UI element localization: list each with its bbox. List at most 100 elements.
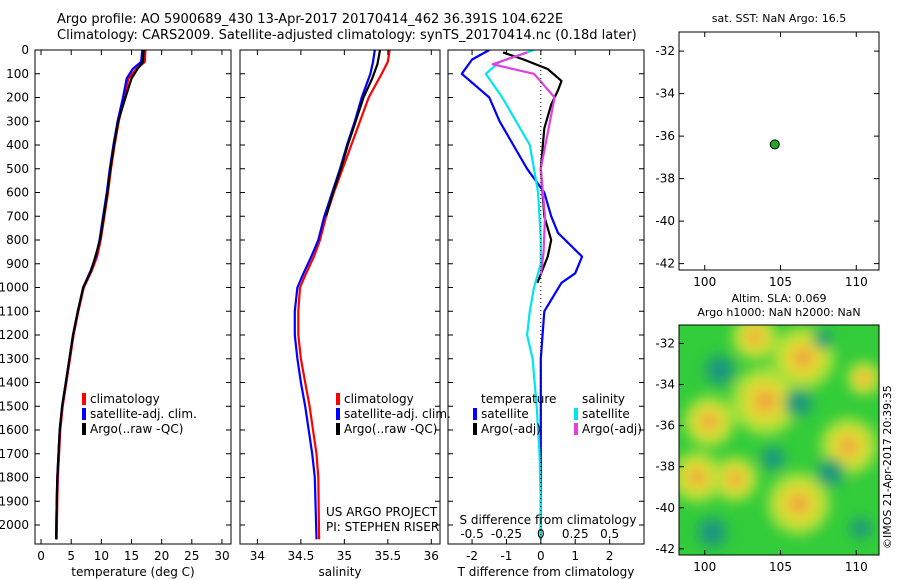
salinity-series-satellite-adj-clim- bbox=[293, 50, 376, 540]
sst-xtick-label: 110 bbox=[845, 275, 868, 289]
project-credit: US ARGO PROJECT bbox=[326, 505, 438, 519]
depth-tick-label: 1300 bbox=[0, 352, 29, 366]
difference-xtick-label: -1 bbox=[500, 549, 512, 563]
sst-ytick-label: -36 bbox=[655, 129, 675, 143]
difference-series-temperature-argo-adj- bbox=[502, 51, 563, 284]
depth-tick-label: 1100 bbox=[0, 304, 29, 318]
sla-warm-core bbox=[701, 414, 717, 430]
difference-legend-label: Argo(-adj) bbox=[582, 422, 642, 436]
salinity-xlabel: salinity bbox=[318, 565, 361, 579]
difference-xtick-label: -2 bbox=[466, 549, 478, 563]
salinity-legend-label: satellite-adj. clim. bbox=[344, 407, 451, 421]
sla-warm-core bbox=[789, 494, 808, 513]
sla-cool-core bbox=[818, 334, 828, 344]
temperature-series-climatology bbox=[55, 50, 147, 540]
sla-xtick-label: 100 bbox=[693, 560, 716, 574]
depth-tick-label: 1400 bbox=[0, 376, 29, 390]
sla-warm-core bbox=[689, 469, 705, 485]
sst-ytick-label: -42 bbox=[655, 257, 675, 271]
difference-series-temperature-satellite bbox=[460, 50, 584, 540]
sst-xtick-label: 105 bbox=[769, 275, 792, 289]
salinity-legend-swatch bbox=[336, 423, 340, 435]
temperature-xtick-label: 25 bbox=[184, 549, 199, 563]
sla-ytick-label: -38 bbox=[655, 460, 675, 474]
sla-ytick-label: -42 bbox=[655, 542, 675, 556]
salinity-xtick-label: 35 bbox=[337, 549, 352, 563]
difference-legend-swatch bbox=[473, 408, 477, 420]
depth-tick-label: 1200 bbox=[0, 328, 29, 342]
salinity-legend-label: climatology bbox=[344, 392, 414, 406]
sla-warm-core bbox=[840, 437, 858, 455]
depth-tick-label: 1900 bbox=[0, 494, 29, 508]
depth-tick-label: 700 bbox=[6, 209, 29, 223]
difference-legend-heading: temperature bbox=[481, 392, 556, 406]
depth-tick-label: 600 bbox=[6, 186, 29, 200]
sla-cool-core bbox=[823, 466, 838, 480]
depth-tick-label: 1600 bbox=[0, 423, 29, 437]
difference-series-salinity-argo-adj- bbox=[491, 51, 556, 276]
sla-cool-core bbox=[791, 396, 806, 410]
depth-tick-label: 1800 bbox=[0, 471, 29, 485]
difference-xtick-label: 1 bbox=[571, 549, 579, 563]
difference-legend-heading: salinity bbox=[582, 392, 625, 406]
difference-xtick-label: 2 bbox=[606, 549, 614, 563]
temperature-xtick-label: 5 bbox=[67, 549, 75, 563]
sla-ytick-label: -32 bbox=[655, 336, 675, 350]
temperature-plot-area bbox=[55, 50, 147, 540]
sla-xtick-label: 110 bbox=[845, 560, 868, 574]
s-diff-tick-label: -0.5 bbox=[460, 527, 483, 541]
depth-tick-label: 300 bbox=[6, 114, 29, 128]
temperature-xtick-label: 20 bbox=[154, 549, 169, 563]
sst-ytick-label: -34 bbox=[655, 87, 675, 101]
temperature-xtick-label: 15 bbox=[124, 549, 139, 563]
temperature-legend-swatch bbox=[82, 423, 86, 435]
s-diff-tick-label: 0 bbox=[537, 527, 545, 541]
depth-tick-label: 1700 bbox=[0, 447, 29, 461]
s-diff-tick-label: 0.25 bbox=[562, 527, 589, 541]
sla-warm-core bbox=[748, 330, 762, 344]
difference-plot-area bbox=[460, 50, 584, 540]
sla-ytick-label: -34 bbox=[655, 378, 675, 392]
difference-legend-label: satellite bbox=[582, 407, 630, 421]
sla-cool-core bbox=[704, 524, 720, 540]
sla-warm-core bbox=[728, 472, 742, 486]
location-sst-frame bbox=[678, 31, 880, 271]
sla-warm-core bbox=[755, 390, 776, 411]
salinity-series-climatology bbox=[297, 50, 391, 540]
depth-tick-label: 1500 bbox=[0, 399, 29, 413]
difference-legend-label: satellite bbox=[481, 407, 529, 421]
temperature-xlabel: temperature (deg C) bbox=[71, 565, 194, 579]
salinity-series-argo-raw-qc- bbox=[325, 50, 382, 217]
depth-tick-label: 500 bbox=[6, 162, 29, 176]
depth-tick-label: 900 bbox=[6, 257, 29, 271]
difference-series-salinity-satellite bbox=[484, 50, 542, 540]
sla-warm-core bbox=[858, 373, 869, 384]
sst-ytick-label: -38 bbox=[655, 172, 675, 186]
pi-credit: PI: STEPHEN RISER bbox=[326, 520, 439, 534]
sst-xtick-label: 100 bbox=[693, 275, 716, 289]
temperature-legend-label: climatology bbox=[90, 392, 160, 406]
temperature-frame bbox=[34, 49, 232, 545]
sla-cool-core bbox=[712, 362, 728, 378]
depth-tick-label: 2000 bbox=[0, 518, 29, 532]
salinity-legend-swatch bbox=[336, 393, 340, 405]
profile-title: Argo profile: AO 5900689_430 13-Apr-2017… bbox=[57, 12, 564, 27]
salinity-plot-area bbox=[293, 50, 391, 540]
salinity-xtick-label: 34 bbox=[250, 549, 265, 563]
difference-legend-swatch bbox=[574, 423, 578, 435]
difference-legend-label: Argo(-adj) bbox=[481, 422, 541, 436]
temperature-xtick-label: 10 bbox=[94, 549, 109, 563]
sla-cool-core bbox=[855, 523, 867, 534]
temperature-legend-swatch bbox=[82, 393, 86, 405]
difference-frame bbox=[447, 49, 645, 545]
temperature-legend-label: satellite-adj. clim. bbox=[90, 407, 197, 421]
sla-anomalies bbox=[679, 325, 879, 550]
difference-xlabel: T difference from climatology bbox=[457, 565, 635, 579]
depth-tick-label: 100 bbox=[6, 67, 29, 81]
s-diff-tick-label: 0.5 bbox=[600, 527, 619, 541]
sla-ytick-label: -40 bbox=[655, 501, 675, 515]
salinity-legend-swatch bbox=[336, 408, 340, 420]
argo-location-marker bbox=[769, 139, 780, 150]
sla-heatmap-field bbox=[679, 325, 879, 555]
